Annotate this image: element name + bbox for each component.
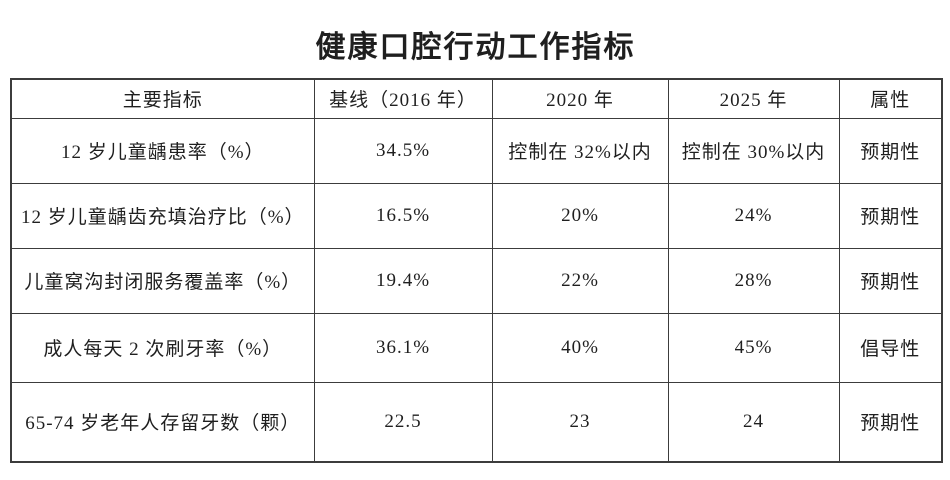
cell-attribute: 预期性 <box>838 117 943 184</box>
column-header-indicator: 主要指标 <box>10 78 315 119</box>
cell-target-2025: 45% <box>667 312 840 383</box>
cell-target-2025: 24% <box>667 182 840 249</box>
cell-indicator: 65-74 岁老年人存留牙数（颗） <box>10 381 315 463</box>
cell-attribute: 预期性 <box>838 381 943 463</box>
cell-indicator: 12 岁儿童龋患率（%） <box>10 117 315 184</box>
table-row: 12 岁儿童龋患率（%） 34.5% 控制在 32%以内 控制在 30%以内 预… <box>10 117 943 184</box>
table-row: 65-74 岁老年人存留牙数（颗） 22.5 23 24 预期性 <box>10 381 943 463</box>
cell-indicator: 成人每天 2 次刷牙率（%） <box>10 312 315 383</box>
column-header-baseline-2016: 基线（2016 年） <box>313 78 493 119</box>
cell-target-2020: 控制在 32%以内 <box>491 117 669 184</box>
cell-attribute: 倡导性 <box>838 312 943 383</box>
table-row: 12 岁儿童龋齿充填治疗比（%） 16.5% 20% 24% 预期性 <box>10 182 943 249</box>
cell-baseline: 36.1% <box>313 312 493 383</box>
indicators-table: 主要指标 基线（2016 年） 2020 年 2025 年 属性 12 岁儿童龋… <box>10 78 943 463</box>
cell-baseline: 34.5% <box>313 117 493 184</box>
column-header-attribute: 属性 <box>838 78 943 119</box>
cell-target-2025: 24 <box>667 381 840 463</box>
cell-target-2020: 20% <box>491 182 669 249</box>
column-header-2025: 2025 年 <box>667 78 840 119</box>
cell-attribute: 预期性 <box>838 247 943 314</box>
cell-target-2020: 40% <box>491 312 669 383</box>
cell-baseline: 22.5 <box>313 381 493 463</box>
column-header-2020: 2020 年 <box>491 78 669 119</box>
cell-indicator: 12 岁儿童龋齿充填治疗比（%） <box>10 182 315 249</box>
table-row: 成人每天 2 次刷牙率（%） 36.1% 40% 45% 倡导性 <box>10 312 943 383</box>
page-title: 健康口腔行动工作指标 <box>315 31 636 64</box>
cell-baseline: 16.5% <box>313 182 493 249</box>
table-row: 儿童窝沟封闭服务覆盖率（%） 19.4% 22% 28% 预期性 <box>10 247 943 314</box>
cell-indicator: 儿童窝沟封闭服务覆盖率（%） <box>10 247 315 314</box>
cell-target-2020: 23 <box>491 381 669 463</box>
cell-target-2025: 控制在 30%以内 <box>667 117 840 184</box>
cell-target-2020: 22% <box>491 247 669 314</box>
cell-target-2025: 28% <box>667 247 840 314</box>
cell-baseline: 19.4% <box>313 247 493 314</box>
cell-attribute: 预期性 <box>838 182 943 249</box>
table-header-row: 主要指标 基线（2016 年） 2020 年 2025 年 属性 <box>10 78 943 119</box>
